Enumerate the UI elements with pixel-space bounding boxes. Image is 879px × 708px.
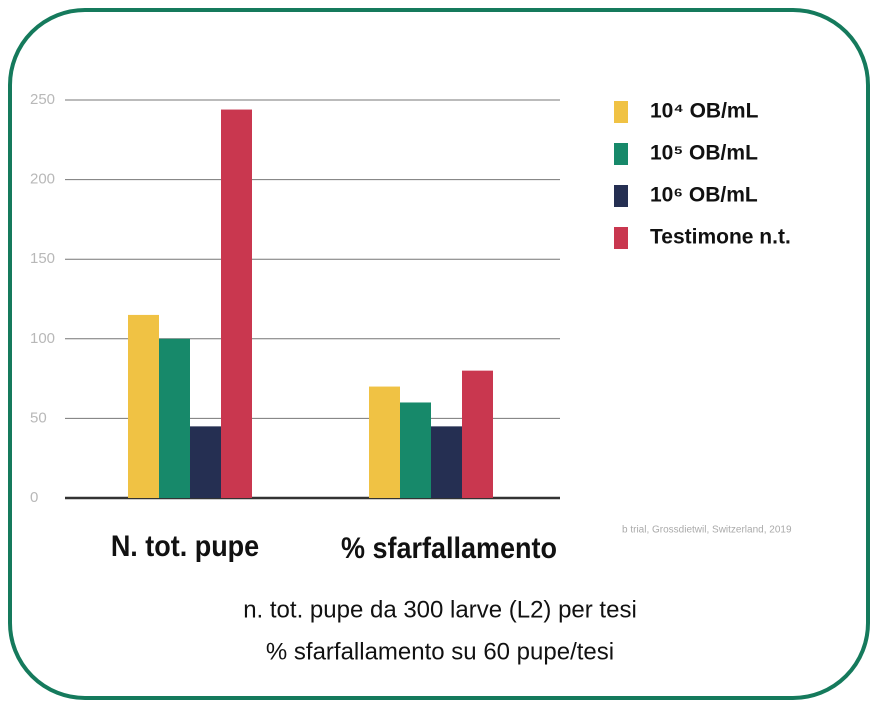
- bar: [431, 426, 462, 498]
- footnote: n. tot. pupe da 300 larve (L2) per tesi: [243, 596, 637, 623]
- bar: [221, 109, 252, 498]
- y-tick-label: 200: [30, 171, 55, 188]
- y-tick-label: 100: [30, 330, 55, 347]
- y-tick-label: 150: [30, 250, 55, 267]
- legend-swatch: [614, 185, 628, 207]
- source-note: b trial, Grossdietwil, Switzerland, 2019: [622, 525, 792, 536]
- bar: [400, 402, 431, 498]
- legend-label: 10⁶ OB/mL: [650, 184, 758, 207]
- legend-swatch: [614, 227, 628, 249]
- bar: [369, 386, 400, 498]
- bar: [462, 370, 493, 498]
- y-tick-label: 0: [30, 489, 38, 506]
- bar: [159, 338, 190, 498]
- legend-label: 10⁵ OB/mL: [650, 142, 758, 165]
- footnote: % sfarfallamento su 60 pupe/tesi: [266, 638, 614, 665]
- legend-label: Testimone n.t.: [650, 226, 791, 249]
- legend-swatch: [614, 143, 628, 165]
- bar: [128, 314, 159, 498]
- x-tick-label: % sfarfallamento: [341, 532, 557, 566]
- legend-label: 10⁴ OB/mL: [650, 100, 759, 123]
- y-tick-label: 250: [30, 91, 55, 108]
- legend-swatch: [614, 101, 628, 123]
- bar: [190, 426, 221, 498]
- y-tick-label: 50: [30, 409, 47, 426]
- x-tick-label: N. tot. pupe: [111, 530, 259, 564]
